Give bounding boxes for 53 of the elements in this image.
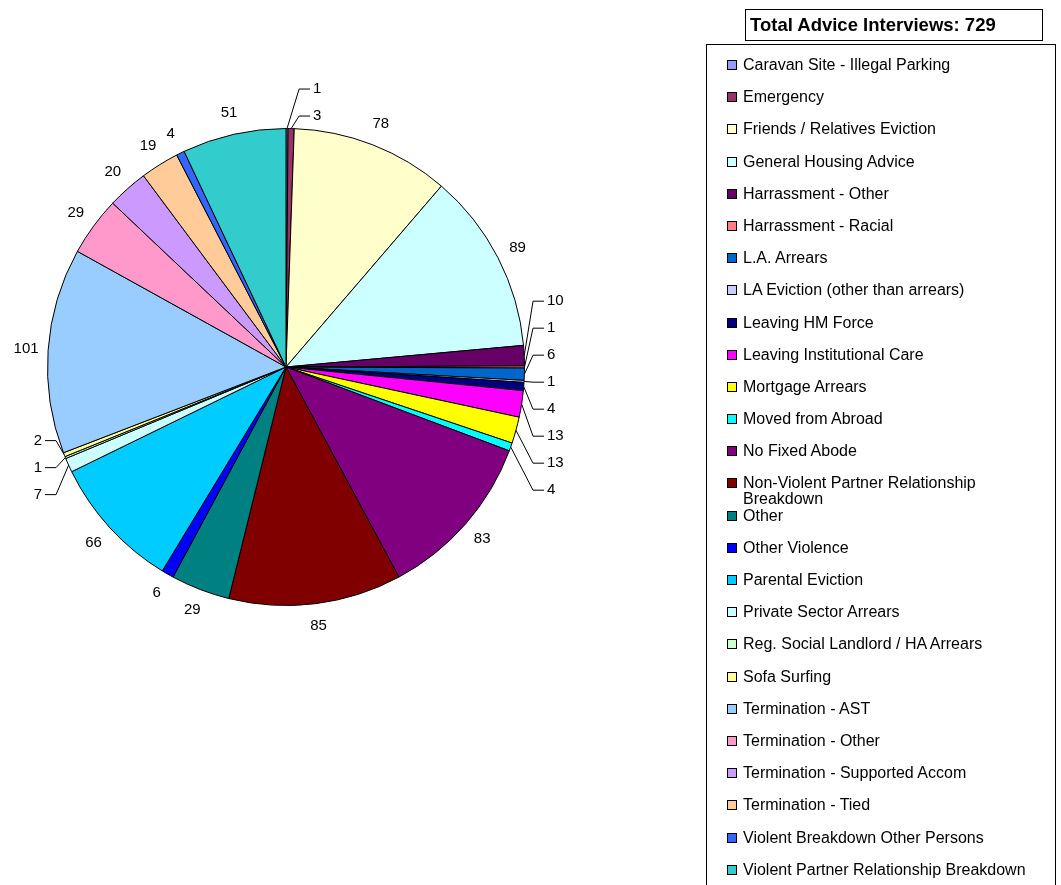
data-label: 10 [547,291,564,309]
legend-label: LA Eviction (other than arrears) [743,281,965,299]
data-label: 89 [509,237,526,255]
data-label: 66 [85,532,102,550]
data-label: 78 [372,114,390,132]
legend-label: Harrassment - Other [743,184,889,202]
legend-label: Non-Violent Partner Relationship Breakdown [743,474,977,508]
legend-label: Termination - Other [743,731,880,749]
data-label: 4 [166,123,175,141]
data-label: 20 [104,162,122,180]
legend-label: Violent Partner Relationship Breakdown [743,860,1026,878]
data-label: 101 [13,339,39,357]
data-label: 6 [547,345,556,363]
legend-label: Mortgage Arrears [743,377,867,395]
legend-label: L.A. Arrears [743,249,828,267]
data-label: 83 [473,528,491,546]
legend-label: Friends / Relatives Eviction [743,120,936,138]
data-label: 1 [547,372,556,390]
data-label: 1 [33,457,43,475]
legend-label: Harrassment - Racial [743,216,894,234]
legend-label: Private Sector Arrears [743,603,900,621]
legend-label: Parental Eviction [743,571,864,588]
data-label: 2 [33,430,43,448]
legend-label: Emergency [743,88,824,106]
legend-label: Leaving Institutional Care [743,345,924,363]
data-label: 13 [547,426,564,444]
legend-label: General Housing Advice [743,152,915,170]
data-label: 6 [152,583,161,601]
data-label: 51 [220,102,238,120]
legend-label: Violent Breakdown Other Persons [743,828,984,846]
chart-title: Total Advice Interviews: 729 [745,9,1043,41]
legend-label: Reg. Social Landlord / HA Arrears [743,635,983,653]
data-label: 29 [67,203,85,221]
legend-label: Other [743,506,784,524]
data-label: 4 [547,480,556,498]
data-label: 4 [547,399,556,417]
data-label: 1 [313,79,322,97]
legend-label: Leaving HM Force [743,313,874,331]
data-label: 19 [139,136,157,154]
legend-label: Moved from Abroad [743,410,883,428]
data-label: 85 [310,615,327,633]
legend-label: No Fixed Abode [743,442,857,460]
legend-label: Termination - Supported Accom [743,764,967,782]
legend-label: Sofa Surfing [743,667,832,685]
legend-label: Termination - Tied [743,796,871,814]
legend-label: Other Violence [743,538,849,556]
data-label: 1 [547,318,556,336]
legend-label: Caravan Site - Illegal Parking [743,56,951,73]
legend-label: Termination - AST [743,699,871,717]
data-label: 13 [547,453,564,471]
data-label: 29 [183,600,201,618]
data-label: 7 [33,484,43,502]
data-label: 3 [313,106,322,124]
